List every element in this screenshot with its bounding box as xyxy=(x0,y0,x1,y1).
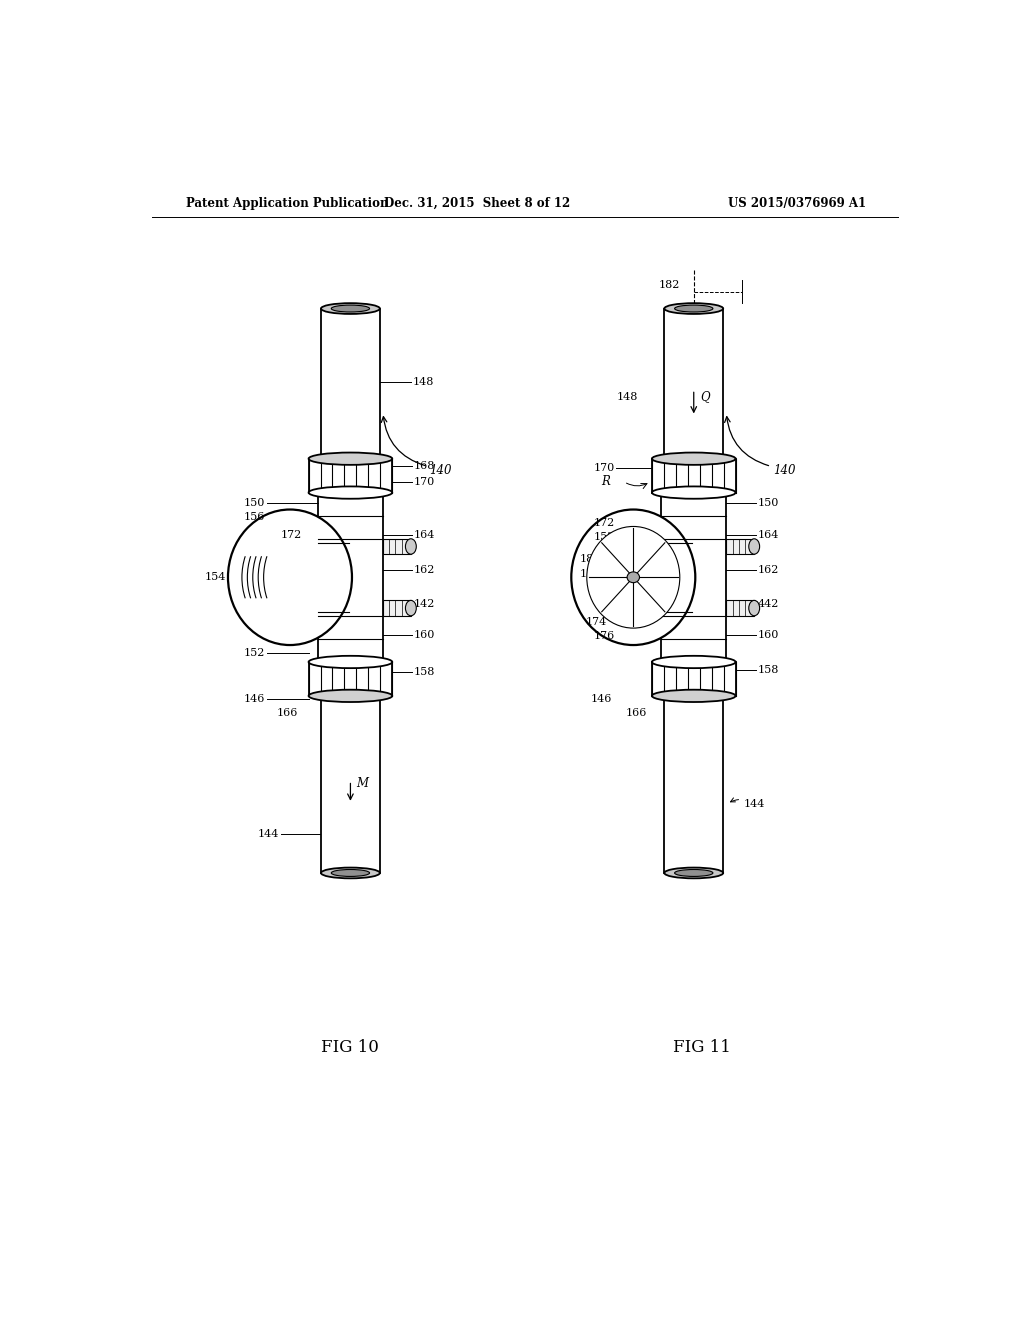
Text: 176: 176 xyxy=(594,631,614,640)
Text: 162: 162 xyxy=(758,565,778,574)
Text: 148: 148 xyxy=(413,376,434,387)
Text: FIG 10: FIG 10 xyxy=(322,1039,379,1056)
Text: 166: 166 xyxy=(276,708,298,718)
Ellipse shape xyxy=(675,305,713,312)
Text: 146: 146 xyxy=(244,694,265,704)
Text: 158: 158 xyxy=(414,668,435,677)
Text: 142: 142 xyxy=(414,599,435,610)
Text: Q: Q xyxy=(700,391,710,404)
Text: US 2015/0376969 A1: US 2015/0376969 A1 xyxy=(728,197,866,210)
Bar xyxy=(726,539,755,554)
Ellipse shape xyxy=(749,539,760,554)
Text: 178: 178 xyxy=(580,569,601,579)
Bar xyxy=(652,663,735,696)
Text: 166: 166 xyxy=(626,708,647,718)
Text: 182: 182 xyxy=(658,280,680,290)
Text: 164: 164 xyxy=(758,529,778,540)
Text: N: N xyxy=(594,585,604,598)
Text: 150: 150 xyxy=(758,499,778,508)
Text: 160: 160 xyxy=(414,630,435,640)
Text: 170: 170 xyxy=(594,463,614,473)
Text: M: M xyxy=(356,777,369,791)
Ellipse shape xyxy=(308,487,392,499)
Ellipse shape xyxy=(228,510,352,645)
Bar xyxy=(662,492,726,663)
Ellipse shape xyxy=(665,867,723,878)
Bar xyxy=(317,492,383,663)
Ellipse shape xyxy=(308,656,392,668)
Bar xyxy=(652,459,735,492)
Ellipse shape xyxy=(652,487,735,499)
Bar xyxy=(665,696,723,873)
Text: 442: 442 xyxy=(758,599,778,610)
Text: 144: 144 xyxy=(258,829,280,840)
Text: 154: 154 xyxy=(205,573,226,582)
Text: 140: 140 xyxy=(429,463,452,477)
Ellipse shape xyxy=(652,689,735,702)
Text: 172: 172 xyxy=(594,519,614,528)
Text: 152: 152 xyxy=(244,648,265,657)
Bar xyxy=(308,663,392,696)
Text: 158: 158 xyxy=(758,665,778,675)
Ellipse shape xyxy=(321,867,380,878)
Text: 162: 162 xyxy=(414,565,435,574)
Ellipse shape xyxy=(321,304,380,314)
Text: 148: 148 xyxy=(616,392,638,403)
Text: 164: 164 xyxy=(414,529,435,540)
Bar xyxy=(321,309,380,459)
Ellipse shape xyxy=(308,453,392,465)
Ellipse shape xyxy=(652,453,735,465)
Bar xyxy=(665,309,723,459)
Ellipse shape xyxy=(308,689,392,702)
Text: 144: 144 xyxy=(730,797,766,809)
Text: 172: 172 xyxy=(282,529,302,540)
Bar xyxy=(321,696,380,873)
Ellipse shape xyxy=(652,656,735,668)
Ellipse shape xyxy=(332,870,370,876)
Text: FIG 11: FIG 11 xyxy=(673,1039,730,1056)
Text: 146: 146 xyxy=(591,694,612,704)
Text: 152: 152 xyxy=(593,532,614,543)
Text: 168: 168 xyxy=(414,462,435,471)
Text: 160: 160 xyxy=(758,630,778,640)
Text: Patent Application Publication: Patent Application Publication xyxy=(186,197,389,210)
Text: R: R xyxy=(601,475,610,488)
Text: Dec. 31, 2015  Sheet 8 of 12: Dec. 31, 2015 Sheet 8 of 12 xyxy=(384,197,570,210)
Text: 156: 156 xyxy=(244,512,265,523)
Text: 180: 180 xyxy=(580,554,601,564)
Text: P: P xyxy=(599,601,607,612)
Ellipse shape xyxy=(627,572,640,582)
Ellipse shape xyxy=(406,539,417,554)
Bar xyxy=(308,459,392,492)
Text: 174: 174 xyxy=(586,616,607,627)
Text: 170: 170 xyxy=(414,477,435,487)
Ellipse shape xyxy=(675,870,713,876)
Text: 150: 150 xyxy=(244,499,265,508)
Bar xyxy=(383,601,411,615)
Ellipse shape xyxy=(332,305,370,312)
Ellipse shape xyxy=(749,601,760,615)
Bar xyxy=(726,601,755,615)
Ellipse shape xyxy=(587,527,680,628)
Ellipse shape xyxy=(665,304,723,314)
Ellipse shape xyxy=(406,601,417,615)
Text: 140: 140 xyxy=(773,463,796,477)
Bar xyxy=(383,539,411,554)
Ellipse shape xyxy=(571,510,695,645)
